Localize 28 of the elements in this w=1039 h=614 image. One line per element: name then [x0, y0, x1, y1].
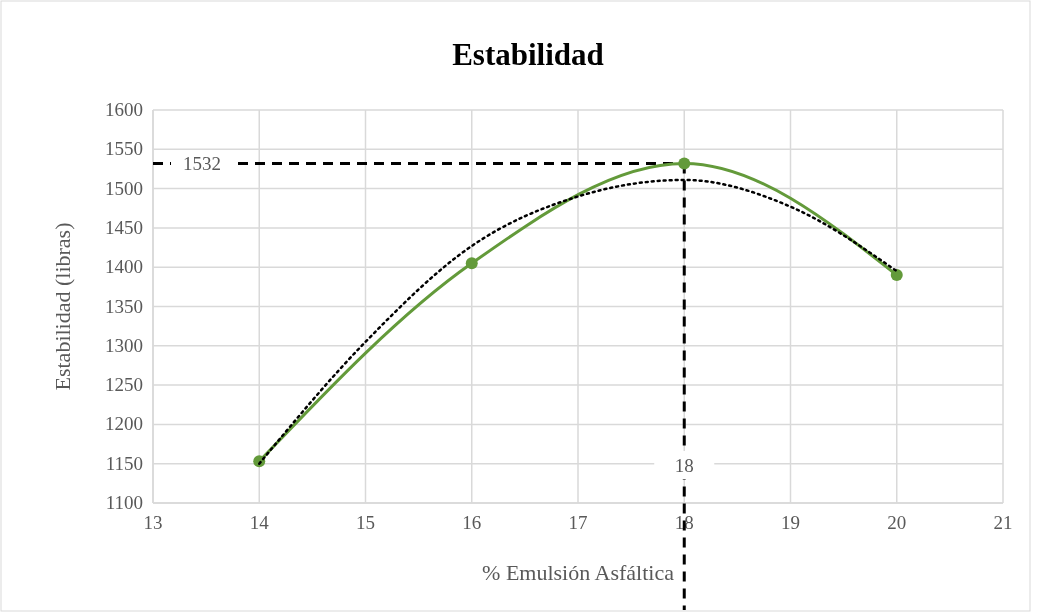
y-tick-label: 1100 [105, 492, 143, 513]
y-tick-label: 1500 [105, 177, 143, 199]
x-tick-label: 16 [462, 512, 482, 533]
y-tick-label: 1600 [105, 99, 143, 120]
y-axis-title: Estabilidad (libras) [50, 222, 75, 391]
point [465, 257, 478, 270]
x-axis-title: % Emulsión Asfáltica [482, 560, 675, 585]
chart-title: Estabilidad [452, 37, 604, 72]
x-tick-label: 15 [356, 512, 375, 533]
ref-line-label: 18 [674, 455, 694, 476]
y-tick-label: 1200 [105, 413, 143, 435]
y-tick-label: 1450 [105, 216, 143, 238]
y-tick-label: 1250 [105, 374, 143, 396]
y-tick-label: 1350 [105, 295, 143, 317]
x-tick-label: 21 [993, 512, 1013, 533]
x-tick-label: 17 [568, 512, 588, 533]
x-tick-label: 20 [887, 512, 907, 533]
ref-line-label: 1532 [183, 153, 221, 175]
x-tick-label: 14 [249, 512, 270, 533]
y-tick-label: 1550 [105, 138, 143, 160]
x-tick-label: 13 [143, 512, 163, 533]
y-tick-label: 1300 [105, 334, 143, 356]
y-tick-label: 1400 [105, 256, 143, 278]
point [678, 157, 691, 170]
y-tick-label: 1150 [105, 452, 143, 474]
point [890, 269, 903, 282]
x-tick-label: 18 [674, 512, 694, 533]
x-tick-label: 19 [781, 512, 800, 533]
